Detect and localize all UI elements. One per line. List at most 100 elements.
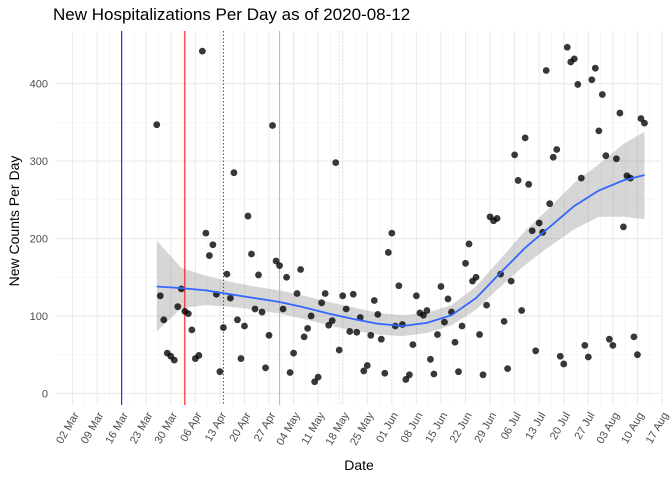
- data-point: [504, 365, 512, 373]
- data-point: [195, 352, 203, 359]
- y-axis-title: New Counts Per Day: [6, 156, 22, 287]
- data-point: [188, 326, 196, 334]
- data-point: [546, 200, 554, 208]
- data-point: [511, 151, 519, 159]
- data-point: [174, 303, 182, 311]
- data-point: [244, 212, 252, 220]
- data-point: [293, 290, 301, 297]
- x-tick-label: 09 Mar: [79, 410, 107, 446]
- data-point: [325, 321, 333, 329]
- data-point: [184, 310, 192, 318]
- data-point: [441, 318, 448, 326]
- data-point: [444, 295, 452, 303]
- data-point: [405, 371, 413, 379]
- data-point: [462, 259, 469, 267]
- x-tick-label: 06 Jul: [499, 410, 524, 441]
- data-point: [227, 294, 234, 302]
- data-point: [349, 290, 357, 298]
- data-point: [521, 134, 529, 142]
- data-point: [556, 352, 564, 360]
- data-point: [574, 81, 582, 88]
- data-point: [314, 373, 322, 381]
- data-point: [276, 262, 283, 270]
- data-point: [577, 174, 585, 182]
- confidence-band: [156, 131, 645, 337]
- data-point: [353, 328, 361, 336]
- data-point: [483, 301, 490, 309]
- data-point: [241, 322, 248, 330]
- x-tick-label: 08 Jun: [399, 410, 426, 445]
- data-point: [591, 64, 599, 72]
- data-point: [304, 324, 312, 332]
- data-point: [388, 229, 396, 237]
- data-point: [500, 317, 508, 325]
- chart-title: New Hospitalizations Per Day as of 2020-…: [53, 5, 411, 24]
- x-tick-label: 03 Aug: [595, 410, 623, 446]
- x-tick-label: 10 Aug: [619, 410, 647, 446]
- data-point: [237, 355, 245, 362]
- data-point: [584, 353, 592, 361]
- data-point: [307, 312, 315, 320]
- data-point: [216, 368, 224, 376]
- data-point: [367, 331, 375, 339]
- data-point: [346, 328, 354, 335]
- data-point: [518, 307, 526, 314]
- x-tick-label: 01 Jun: [374, 410, 401, 445]
- data-point: [318, 299, 326, 307]
- data-point: [641, 119, 648, 127]
- data-point: [205, 252, 213, 259]
- data-point: [202, 229, 210, 237]
- y-axis-ticks: 0 100 200 300 400: [30, 79, 48, 401]
- data-point: [286, 369, 294, 376]
- data-point: [479, 371, 487, 379]
- data-point: [427, 355, 434, 363]
- data-point: [420, 311, 427, 319]
- data-point: [528, 227, 536, 235]
- data-point: [153, 121, 161, 129]
- data-point: [272, 257, 280, 265]
- data-point: [409, 341, 417, 349]
- data-point: [497, 270, 505, 278]
- data-point: [423, 307, 431, 314]
- data-point: [395, 282, 403, 290]
- data-point: [230, 169, 238, 177]
- data-point: [412, 292, 420, 300]
- data-point: [612, 155, 620, 163]
- smooth-line: [156, 174, 645, 327]
- confidence-band-layer: [156, 131, 645, 337]
- data-point: [563, 43, 571, 51]
- data-point: [209, 241, 217, 249]
- data-point: [360, 367, 368, 375]
- data-point: [251, 305, 259, 313]
- data-point: [377, 335, 385, 343]
- y-tick-label: 300: [30, 156, 48, 168]
- x-tick-label: 16 Mar: [103, 410, 131, 446]
- x-tick-label: 23 Mar: [128, 410, 156, 446]
- x-tick-label: 04 May: [274, 410, 303, 448]
- data-point: [283, 273, 290, 281]
- reference-lines: [121, 31, 340, 405]
- data-point: [279, 305, 287, 313]
- data-point: [374, 311, 382, 318]
- data-point: [465, 240, 473, 248]
- data-point: [384, 249, 392, 256]
- data-point: [248, 250, 255, 258]
- data-point: [535, 219, 543, 227]
- data-point: [437, 283, 445, 290]
- data-point: [170, 356, 178, 364]
- y-tick-label: 0: [42, 388, 48, 400]
- y-tick-label: 200: [30, 234, 48, 246]
- data-point: [381, 369, 389, 377]
- data-point: [476, 331, 483, 338]
- data-point: [328, 317, 336, 324]
- data-point: [630, 333, 638, 341]
- x-tick-label: 06 Apr: [178, 410, 204, 444]
- data-point: [335, 346, 343, 354]
- x-axis-title: Date: [344, 457, 374, 473]
- data-point: [588, 76, 596, 84]
- x-tick-label: 29 Jun: [472, 410, 499, 445]
- data-point: [370, 297, 378, 304]
- data-point: [560, 360, 568, 368]
